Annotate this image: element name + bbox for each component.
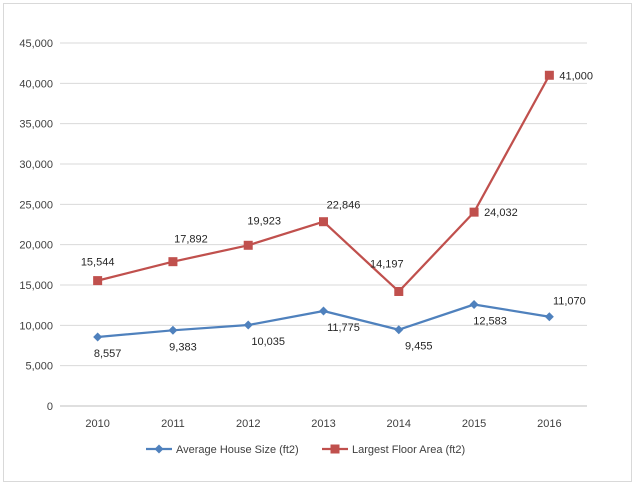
x-tick-label: 2014 [387, 418, 411, 430]
data-point-marker [93, 332, 103, 342]
data-point-marker [544, 70, 554, 80]
data-point-marker [544, 312, 554, 322]
data-point-marker [394, 286, 404, 296]
legend-marker [330, 444, 340, 454]
data-point-marker [243, 320, 253, 330]
y-tick-label: 40,000 [19, 78, 53, 90]
y-tick-label: 45,000 [19, 38, 53, 50]
data-label: 15,544 [81, 257, 115, 269]
data-label: 9,383 [169, 341, 197, 353]
series-group [93, 70, 554, 342]
data-label: 17,892 [174, 234, 208, 246]
y-tick-label: 5,000 [25, 361, 53, 373]
legend-label: Average House Size (ft2) [176, 444, 299, 456]
data-label: 8,557 [94, 348, 122, 360]
x-axis: 2010 2011 2012 2013 2014 2015 2016 [85, 418, 561, 430]
x-tick-label: 2012 [236, 418, 260, 430]
legend-marker [154, 444, 164, 454]
y-tick-label: 15,000 [19, 280, 53, 292]
y-tick-label: 0 [47, 401, 53, 413]
data-label: 12,583 [473, 315, 507, 327]
legend: Average House Size (ft2) Largest Floor Ar… [146, 444, 465, 456]
data-point-marker [168, 257, 178, 267]
x-tick-label: 2016 [537, 418, 561, 430]
x-tick-label: 2015 [462, 418, 486, 430]
y-tick-label: 25,000 [19, 199, 53, 211]
data-label: 14,197 [370, 258, 404, 270]
data-point-marker [243, 240, 253, 250]
data-label: 11,775 [327, 322, 360, 334]
series-line [97, 74, 551, 293]
x-tick-label: 2011 [161, 418, 185, 430]
data-label: 19,923 [247, 215, 281, 227]
data-point-marker [469, 299, 479, 309]
legend-label: Largest Floor Area (ft2) [352, 444, 465, 456]
data-label: 24,032 [484, 207, 518, 219]
y-tick-label: 30,000 [19, 159, 53, 171]
data-point-marker [93, 276, 103, 286]
y-axis: 0 5,000 10,000 15,000 20,000 25,000 30,000 35,0… [19, 38, 53, 413]
data-point-marker [168, 325, 178, 335]
data-point-marker [469, 207, 479, 217]
data-label: 11,070 [553, 296, 586, 308]
data-label: 41,000 [559, 70, 593, 82]
y-tick-label: 35,000 [19, 119, 53, 131]
y-tick-label: 20,000 [19, 240, 53, 252]
x-tick-label: 2013 [311, 418, 335, 430]
data-point-marker [319, 306, 328, 316]
data-labels: 8,557 9,383 10,035 11,775 9,455 12,583 11,070 1… [81, 70, 593, 360]
data-label: 10,035 [251, 336, 285, 348]
x-tick-label: 2010 [85, 418, 109, 430]
data-point-marker [394, 325, 404, 335]
data-point-marker [319, 217, 328, 227]
data-label: 9,455 [405, 341, 433, 353]
data-label: 22,846 [327, 200, 361, 212]
y-tick-label: 10,000 [19, 320, 53, 332]
gridlines [60, 42, 587, 407]
